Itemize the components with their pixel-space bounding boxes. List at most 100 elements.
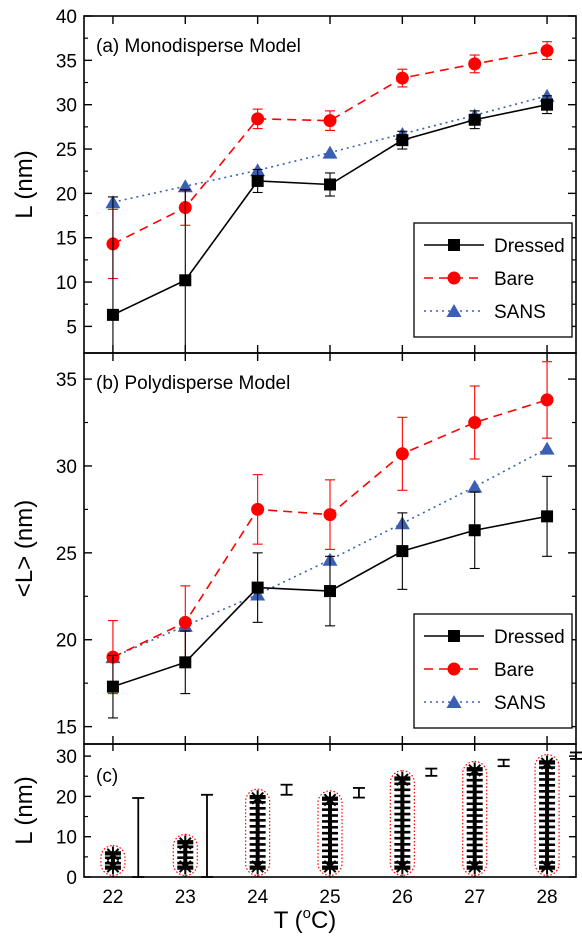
- panel-b-point-dressed: [251, 581, 264, 594]
- panel-b-point-bare: [468, 416, 482, 430]
- panel-c-xtick-label: 25: [319, 887, 340, 908]
- panel-c-micelle: [245, 788, 271, 877]
- panel-c-xtick-label: 27: [464, 887, 485, 908]
- panel-b-ylabel: <L> (nm): [11, 500, 38, 597]
- panel-b-legend-label-sans: SANS: [494, 693, 546, 714]
- panel-a-legend-marker-sans: [446, 304, 462, 317]
- panel-c-micelle-cap-ray: [401, 860, 409, 868]
- panel-c-xtick-label: 23: [175, 887, 196, 908]
- panel-b-legend-marker-bare: [447, 662, 461, 676]
- panel-a-plot-area: [105, 41, 555, 353]
- panel-b-point-dressed: [179, 656, 192, 669]
- panel-b-ytick-label: 30: [56, 457, 77, 478]
- panel-a-ylabel: L (nm): [11, 150, 38, 218]
- panel-b-polydisperse: 15 20 25 30 35 <L> (nm) (b) Polydisperse Model…: [11, 352, 577, 745]
- panel-c-xtick-label: 24: [247, 887, 269, 908]
- panel-a-legend-label-bare: Bare: [494, 269, 534, 290]
- panel-a-point-dressed: [468, 113, 481, 126]
- panel-a-point-bare: [395, 71, 409, 85]
- panel-a-ytick-label: 35: [56, 51, 77, 72]
- panel-c-micelle-cap-ray: [546, 757, 554, 765]
- panel-b-legend-label-dressed: Dressed: [494, 627, 565, 648]
- panel-a-point-bare: [540, 44, 554, 58]
- panel-c-micelle-cap-ray: [184, 860, 192, 868]
- panel-c-micelle-cap-ray: [256, 860, 265, 868]
- panel-c-micelle-cap-ray: [184, 837, 192, 845]
- panel-c-micelle: [462, 760, 488, 877]
- panel-c-micelle-cap-ray: [473, 860, 482, 868]
- panel-a-point-dressed: [251, 174, 264, 187]
- panel-a-ytick-label: 25: [56, 140, 77, 161]
- panel-c-micelle: [389, 770, 415, 877]
- panel-a-point-dressed: [106, 308, 119, 321]
- panel-b-point-bare: [395, 447, 409, 461]
- panel-c-xtick-label: 28: [536, 887, 557, 908]
- panel-c-ytick-label: 20: [56, 787, 77, 808]
- panel-c-micelle: [534, 753, 560, 877]
- panel-c-micelle-cap-ray: [473, 764, 482, 772]
- panel-c-micelle-cap-ray: [401, 773, 409, 781]
- panel-a-ytick-label: 10: [56, 273, 77, 294]
- panel-a-ytick-label: 15: [56, 229, 77, 250]
- panel-a-point-dressed: [541, 98, 554, 111]
- panel-b-ytick-label: 25: [56, 544, 77, 565]
- panel-a-monodisperse: 5 10 15 20 25 30 35 40 L (nm) (a) Monodisperse Mo…: [11, 7, 577, 354]
- panel-b-legend-box: [413, 613, 573, 729]
- panel-a-ytick-label: 30: [56, 96, 77, 117]
- panel-b-point-dressed: [106, 680, 119, 693]
- panel-a-legend-marker-dressed: [448, 239, 460, 251]
- panel-c-micelle-cap-ray: [112, 860, 120, 868]
- panel-b-point-bare: [323, 508, 337, 522]
- panel-a-point-bare: [251, 112, 265, 126]
- panel-a-ytick-label: 40: [56, 7, 77, 28]
- panel-b-point-dressed: [541, 510, 554, 523]
- panel-a-point-bare: [468, 57, 482, 71]
- panel-b-legend-label-bare: Bare: [494, 660, 534, 681]
- panel-a-point-bare: [323, 114, 337, 128]
- panel-b-legend-marker-dressed: [448, 630, 460, 642]
- panel-b-point-bare: [178, 615, 192, 629]
- panel-c-ytick-label: 0: [66, 868, 77, 889]
- panel-b-point-dressed: [468, 524, 481, 537]
- panel-b-series-bare: [106, 361, 554, 695]
- panel-b-legend-marker-sans: [446, 695, 462, 708]
- panel-b-plot-area: [105, 361, 555, 719]
- panel-a-point-dressed: [324, 178, 336, 191]
- panel-b-legend: Dressed Bare SANS: [413, 613, 573, 729]
- x-axis-label-degree: o: [303, 905, 311, 922]
- panel-c-ylabel: L (nm): [11, 776, 38, 844]
- panel-a-legend: Dressed Bare SANS: [413, 222, 573, 338]
- panel-c-xtick-label: 26: [392, 887, 413, 908]
- panel-c-micelle: [172, 833, 198, 877]
- panel-c-micelle-cap-ray: [329, 793, 337, 801]
- panel-c-micelle: [317, 790, 343, 877]
- panel-a-panel-title: (a) Monodisperse Model: [96, 36, 301, 57]
- panel-c-micelle: [100, 844, 126, 877]
- panel-a-point-sans: [177, 179, 193, 193]
- panel-b-point-dressed: [396, 545, 409, 558]
- panel-a-series-dressed: [106, 95, 554, 353]
- panel-c-micelle-sketch: 0 10 20 30 22 23 24 25 26 27 28 L (nm) (c): [11, 743, 582, 908]
- panel-a-point-dressed: [396, 134, 409, 147]
- panel-c-micelle-cap-ray: [112, 848, 120, 856]
- panel-a-legend-label-sans: SANS: [494, 302, 546, 323]
- x-axis-label-prefix: T (: [274, 907, 303, 934]
- panel-c-micelle-cap-ray: [329, 860, 337, 868]
- x-axis-label-suffix: C): [311, 907, 336, 934]
- panel-b-ytick-label: 15: [56, 718, 77, 739]
- panel-c-micelle-cap-ray: [256, 791, 265, 799]
- panel-b-panel-title: (b) Polydisperse Model: [96, 373, 290, 394]
- panel-b-ytick-label: 20: [56, 631, 77, 652]
- panel-b-point-sans: [467, 479, 483, 493]
- panel-b-ytick-label: 35: [56, 370, 77, 391]
- panel-a-ytick-label: 20: [56, 184, 77, 205]
- panel-a-legend-marker-bare: [447, 271, 461, 285]
- panel-a-legend-label-dressed: Dressed: [494, 236, 565, 257]
- panel-c-xtick-label: 22: [102, 887, 123, 908]
- panel-c-panel-title: (c): [96, 766, 118, 787]
- panel-c-ytick-label: 10: [56, 828, 77, 849]
- panel-c-micelle-cap-ray: [546, 860, 554, 868]
- panel-b-series-dressed: [106, 475, 554, 719]
- panel-b-point-sans: [539, 441, 555, 455]
